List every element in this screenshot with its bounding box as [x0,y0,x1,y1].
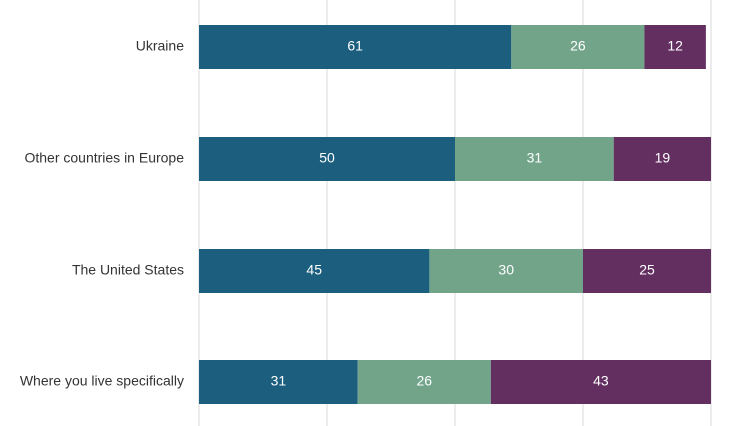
category-label: Ukraine [136,38,184,54]
gridlines [198,0,712,426]
labels: Ukraine 61 26 12 Other countries in Europe 50… [20,38,683,389]
category-label: The United States [72,262,184,278]
data-label: 25 [639,262,655,278]
bar-segment [490,360,711,404]
bar-segment [199,249,430,293]
bar-segment [199,25,512,69]
bars [199,25,711,404]
data-label: 12 [667,38,683,54]
category-label: Other countries in Europe [24,150,184,166]
data-label: 50 [319,150,335,166]
bar-segment [429,249,583,293]
data-label: 61 [347,38,363,54]
bar-segment [644,25,706,69]
bar-segment [583,249,711,293]
data-label: 45 [306,262,322,278]
data-label: 19 [655,150,671,166]
bar-segment [511,25,645,69]
data-label: 26 [416,373,432,389]
data-label: 30 [498,262,514,278]
bar-segment [357,360,491,404]
category-label: Where you live specifically [20,373,184,389]
data-label: 31 [527,150,543,166]
data-label: 31 [271,373,287,389]
data-label: 26 [570,38,586,54]
bar-segment [613,137,711,181]
bar-segment [199,137,455,181]
bar-segment [199,360,358,404]
data-label: 43 [593,373,609,389]
bar-segment [455,137,614,181]
